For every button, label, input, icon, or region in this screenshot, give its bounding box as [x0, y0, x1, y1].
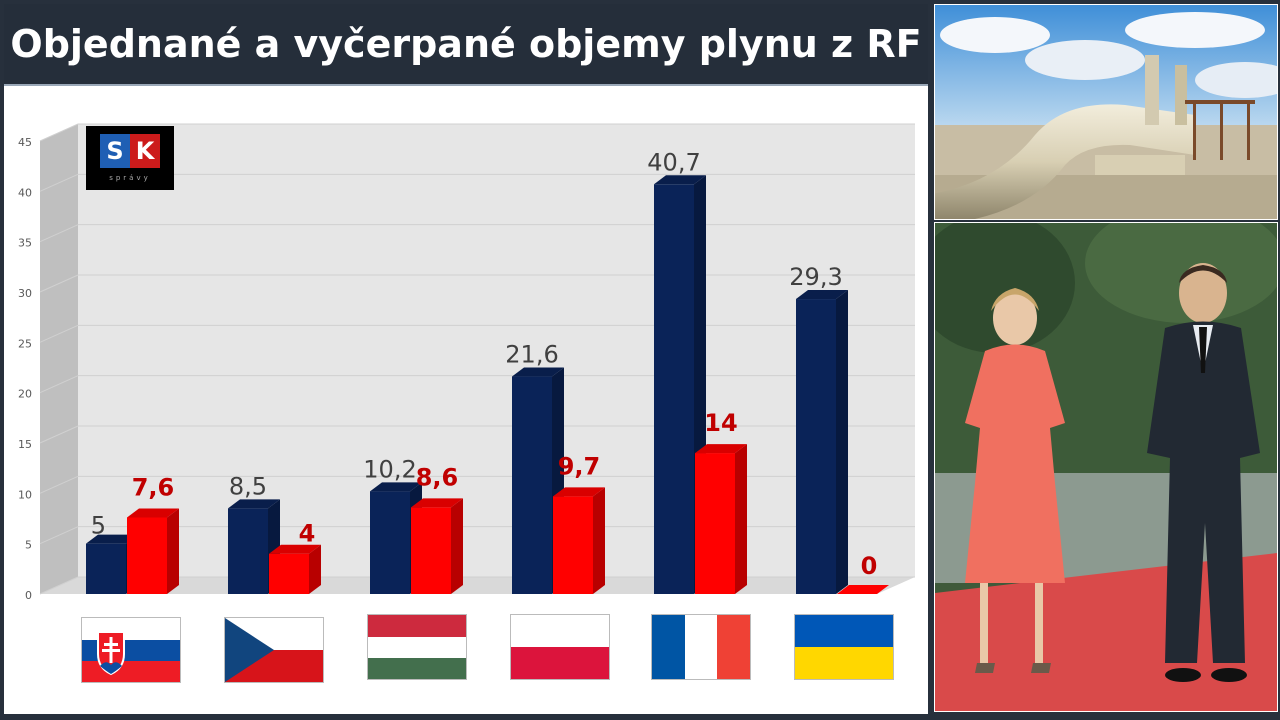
bar-side [836, 290, 848, 594]
y-tick-label: 20 [18, 388, 32, 401]
bar-top [127, 508, 179, 518]
gridline-side [39, 173, 79, 192]
chart-back-wall [78, 124, 915, 577]
data-label-ordered: 40,7 [647, 148, 700, 176]
gridline-side [39, 375, 79, 394]
y-tick-label: 45 [18, 136, 32, 149]
bar-ordered [228, 499, 280, 594]
title-bar: Objednané a vyčerpané objemy plynu z RF [4, 4, 928, 86]
presidents-photo [934, 222, 1278, 712]
bar-front [553, 496, 593, 594]
page-title: Objednané a vyčerpané objemy plynu z RF [10, 22, 922, 66]
data-label-ordered: 5 [91, 512, 106, 540]
data-label-used: 14 [704, 409, 737, 437]
gridline-side [39, 324, 79, 343]
bar-chart: 0 5 10 15 20 25 30 35 40 45 5 7,6 8,5 4 10,2 8,6 21,6 9,7… [18, 123, 915, 602]
bar-side [735, 444, 747, 594]
bar-top [228, 499, 280, 509]
data-label-used: 4 [299, 520, 316, 548]
bar-used [695, 444, 747, 594]
gridline-side [39, 123, 79, 142]
bar-front [370, 491, 410, 594]
bar-side [593, 487, 605, 594]
bar-front [796, 299, 836, 594]
bar-front [654, 184, 694, 594]
data-label-ordered: 29,3 [789, 263, 842, 291]
y-tick-label: 40 [18, 186, 32, 199]
czechia-flag [224, 617, 324, 683]
data-label-used: 7,6 [132, 473, 175, 501]
bar-top [269, 544, 321, 554]
gridline-side [39, 425, 79, 444]
bar-front [228, 508, 268, 594]
bar-used [269, 544, 321, 594]
data-label-used: 0 [861, 552, 878, 580]
bar-front [127, 517, 167, 594]
bar-front [411, 507, 451, 594]
y-tick-label: 5 [25, 539, 32, 552]
bar-ordered [796, 290, 848, 594]
bar-front [695, 453, 735, 594]
sk-spravy-logo: S K správy [86, 126, 174, 190]
logo-letter-s: S [100, 134, 130, 168]
bar-top [796, 290, 848, 300]
bar-used [411, 498, 463, 594]
logo-subtitle: správy [109, 174, 151, 182]
data-label-ordered: 21,6 [505, 341, 558, 369]
ukraine-flag [794, 614, 894, 680]
y-tick-label: 0 [25, 589, 32, 602]
bar-used [127, 508, 179, 594]
bar-used [553, 487, 605, 594]
y-tick-label: 35 [18, 237, 32, 250]
gridline-side [39, 526, 79, 545]
bar-front [512, 376, 552, 594]
bar-top [86, 534, 138, 544]
y-tick-label: 15 [18, 438, 32, 451]
data-label-used: 8,6 [416, 463, 459, 491]
bar-top [695, 444, 747, 454]
gridline-side [39, 224, 79, 243]
data-label-ordered: 8,5 [229, 472, 267, 500]
bar-top [654, 175, 706, 185]
bar-top [512, 367, 564, 377]
data-label-ordered: 10,2 [363, 455, 416, 483]
gridline-side [39, 274, 79, 293]
logo-letter-k: K [130, 134, 160, 168]
bar-front [86, 543, 126, 594]
poland-flag [510, 614, 610, 680]
slovakia-flag [81, 617, 181, 683]
y-tick-label: 10 [18, 488, 32, 501]
pipeline-photo [934, 4, 1278, 220]
bar-front [269, 553, 309, 594]
chart-side-wall [40, 124, 78, 594]
bar-side [309, 544, 321, 594]
bar-side [167, 508, 179, 594]
y-tick-label: 25 [18, 337, 32, 350]
bar-top [553, 487, 605, 497]
bar-used [837, 585, 889, 594]
y-tick-label: 30 [18, 287, 32, 300]
bar-side [451, 498, 463, 594]
france-flag [651, 614, 751, 680]
data-label-used: 9,7 [558, 452, 601, 480]
gridline-side [39, 475, 79, 494]
bar-top [370, 482, 422, 492]
hungary-flag [367, 614, 467, 680]
bar-top [837, 585, 889, 594]
bar-top [411, 498, 463, 508]
gridline-side [39, 576, 79, 595]
